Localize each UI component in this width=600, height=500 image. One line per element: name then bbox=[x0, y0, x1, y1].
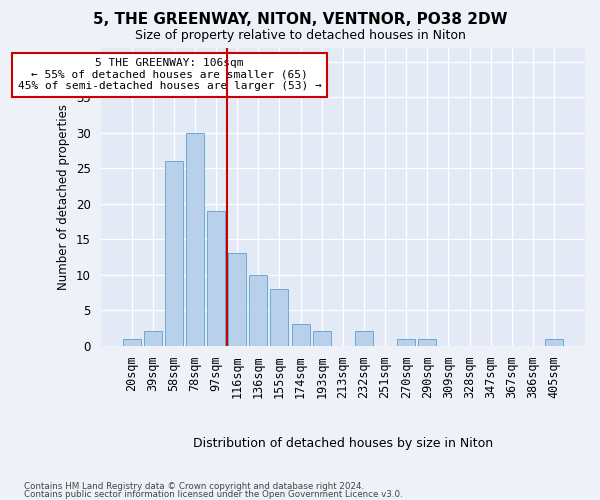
Text: Contains HM Land Registry data © Crown copyright and database right 2024.: Contains HM Land Registry data © Crown c… bbox=[24, 482, 364, 491]
Text: 5 THE GREENWAY: 106sqm
← 55% of detached houses are smaller (65)
45% of semi-det: 5 THE GREENWAY: 106sqm ← 55% of detached… bbox=[18, 58, 322, 92]
Text: Size of property relative to detached houses in Niton: Size of property relative to detached ho… bbox=[134, 29, 466, 42]
Bar bbox=[186, 132, 204, 346]
Bar bbox=[292, 324, 310, 345]
Text: Contains public sector information licensed under the Open Government Licence v3: Contains public sector information licen… bbox=[24, 490, 403, 499]
X-axis label: Distribution of detached houses by size in Niton: Distribution of detached houses by size … bbox=[193, 437, 493, 450]
Bar bbox=[250, 274, 268, 345]
Bar bbox=[144, 332, 162, 345]
Bar bbox=[165, 161, 183, 346]
Bar bbox=[122, 338, 140, 345]
Bar bbox=[418, 338, 436, 345]
Bar bbox=[207, 211, 225, 346]
Bar bbox=[397, 338, 415, 345]
Bar bbox=[313, 332, 331, 345]
Bar bbox=[355, 332, 373, 345]
Bar bbox=[271, 289, 289, 346]
Bar bbox=[545, 338, 563, 345]
Bar bbox=[228, 254, 246, 346]
Text: 5, THE GREENWAY, NITON, VENTNOR, PO38 2DW: 5, THE GREENWAY, NITON, VENTNOR, PO38 2D… bbox=[93, 12, 507, 26]
Y-axis label: Number of detached properties: Number of detached properties bbox=[58, 104, 70, 290]
